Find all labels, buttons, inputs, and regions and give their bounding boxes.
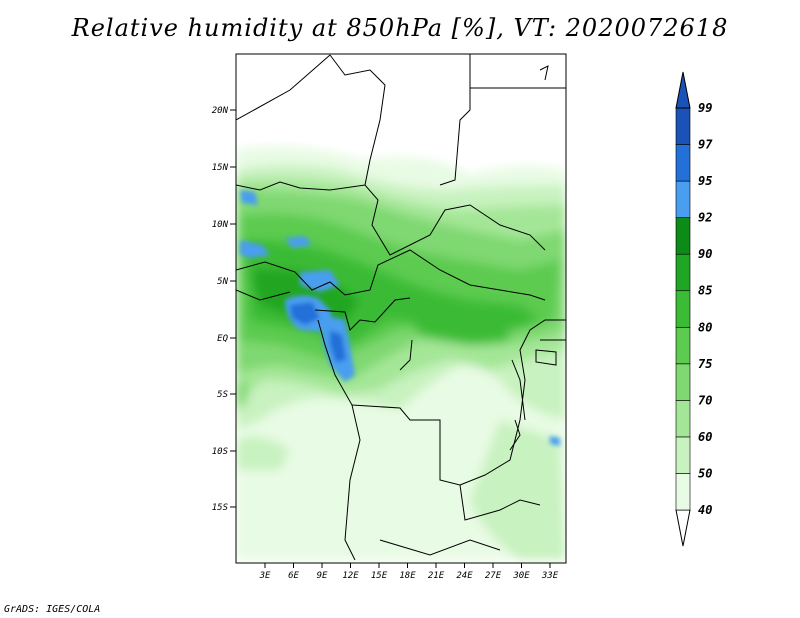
lon-label: 3E: [259, 571, 271, 581]
longitude-axis: 3E 6E 9E 12E 15E 18E 21E 24E 27E 30E 33E: [259, 563, 559, 581]
credit-text: GrADS: IGES/COLA: [4, 604, 101, 615]
colorbar-segment: [675, 436, 691, 474]
lon-label: 21E: [428, 571, 445, 581]
lat-label: 10N: [212, 220, 229, 230]
lat-label: 10S: [212, 447, 229, 457]
colorbar-overflow: [675, 71, 691, 109]
colorbar-underflow: [675, 509, 691, 547]
colorbar-segment: [675, 180, 691, 218]
lon-label: 15E: [371, 571, 388, 581]
lon-label: 27E: [485, 571, 502, 581]
borders: [236, 54, 566, 561]
colorbar-segment: [675, 217, 691, 255]
humidity-field: [236, 146, 566, 560]
colorbar-label: 40: [698, 503, 712, 517]
map-frame: [235, 53, 567, 564]
colorbar-segment: [675, 107, 691, 145]
lat-label: 15S: [212, 503, 229, 513]
colorbar-label: 99: [698, 101, 712, 115]
colorbar-segment: [675, 290, 691, 328]
colorbar-label: 95: [698, 174, 712, 188]
lon-label: 30E: [512, 571, 530, 581]
colorbar-label: 97: [698, 138, 713, 152]
lon-label: 18E: [399, 571, 416, 581]
colorbar-segment: [675, 253, 691, 292]
colorbar-label: 92: [698, 211, 712, 225]
chart-title: Relative humidity at 850hPa [%], VT: 202…: [71, 14, 729, 42]
colorbar-label: 70: [698, 393, 712, 407]
lon-label: 12E: [342, 571, 359, 581]
colorbar-segment: [675, 473, 691, 511]
lat-label: 15N: [212, 163, 229, 173]
colorbar: 40 50 60 70 75 80 85 90 92 95 97 99: [675, 71, 713, 547]
lon-label: 33E: [541, 571, 559, 581]
lon-label: 9E: [317, 571, 328, 581]
lat-label: EQ: [217, 334, 228, 344]
lon-label: 24E: [456, 571, 473, 581]
lat-label: 20N: [212, 106, 229, 116]
colorbar-label: 80: [698, 320, 712, 334]
colorbar-segment: [675, 363, 691, 401]
colorbar-label: 85: [698, 284, 712, 298]
colorbar-label: 50: [698, 466, 712, 480]
colorbar-segment: [675, 326, 691, 365]
lon-label: 6E: [288, 571, 299, 581]
colorbar-label: 60: [698, 430, 712, 444]
colorbar-segment: [675, 400, 691, 438]
latitude-axis: 20N 15N 10N 5N EQ 5S 10S 15S: [212, 106, 236, 513]
lat-label: 5N: [217, 277, 228, 287]
colorbar-label: 75: [698, 357, 712, 371]
lat-label: 5S: [217, 390, 228, 400]
colorbar-label: 90: [698, 247, 712, 261]
colorbar-segment: [675, 144, 691, 182]
